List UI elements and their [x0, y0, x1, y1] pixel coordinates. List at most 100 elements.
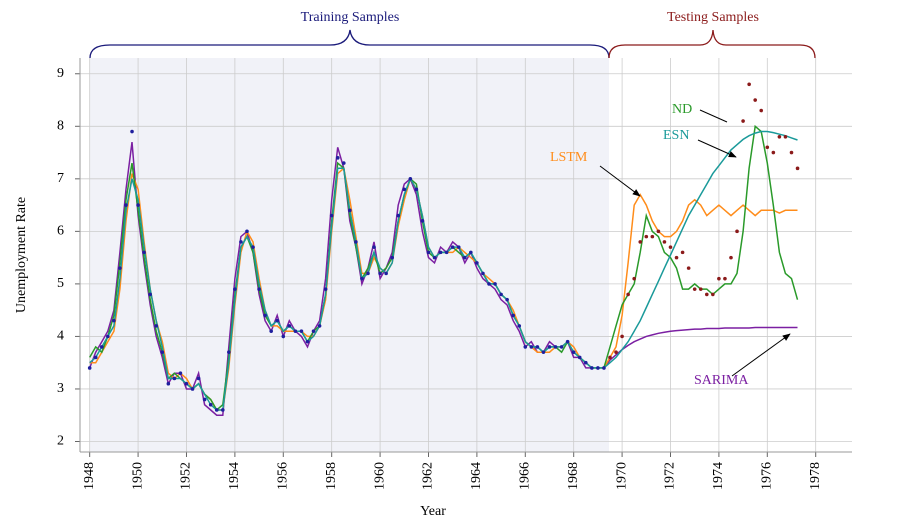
y-tick-label: 4 — [57, 329, 64, 344]
data-point — [444, 250, 449, 255]
y-tick-label: 5 — [57, 276, 64, 291]
data-point — [795, 166, 800, 171]
data-point — [711, 292, 715, 297]
data-point — [741, 119, 745, 123]
data-point — [202, 397, 207, 402]
data-point — [517, 324, 522, 328]
data-point — [565, 339, 570, 344]
y-axis-label: Unemployment Rate — [14, 197, 29, 313]
data-point — [735, 229, 739, 234]
data-point — [753, 98, 757, 102]
data-point — [323, 287, 328, 291]
data-point — [233, 287, 237, 291]
data-point — [99, 345, 104, 349]
data-point — [251, 245, 255, 249]
data-point — [771, 150, 776, 155]
data-point — [614, 350, 618, 354]
training-brace — [89, 29, 610, 59]
data-point — [190, 387, 195, 391]
data-point — [438, 250, 443, 255]
data-point — [487, 282, 491, 286]
data-point — [172, 376, 177, 381]
x-tick-label: 1954 — [227, 462, 242, 490]
y-tick-label: 7 — [57, 171, 64, 186]
data-point — [106, 334, 110, 339]
arrow — [599, 165, 641, 197]
data-point — [759, 108, 764, 113]
data-point — [354, 240, 358, 244]
data-point — [257, 287, 261, 291]
data-point — [396, 213, 401, 218]
data-point — [571, 350, 576, 354]
data-point — [208, 402, 213, 407]
y-tick-label: 2 — [57, 434, 64, 449]
data-point — [469, 250, 473, 255]
data-point — [747, 82, 751, 87]
x-tick-label: 1972 — [663, 462, 678, 490]
data-point — [493, 282, 497, 286]
data-point — [789, 150, 794, 155]
data-point — [783, 135, 788, 139]
data-point — [777, 135, 782, 139]
data-point — [420, 219, 425, 223]
data-point — [529, 345, 534, 349]
x-tick-label: 1978 — [808, 462, 823, 490]
data-point — [638, 240, 643, 244]
y-tick-label: 6 — [57, 224, 64, 239]
data-point — [535, 345, 540, 349]
data-point — [523, 345, 528, 349]
data-point — [93, 355, 98, 360]
data-point — [293, 329, 298, 333]
x-tick-label: 1976 — [760, 462, 775, 490]
data-point — [408, 177, 413, 181]
data-point — [317, 324, 322, 328]
data-point — [590, 366, 594, 370]
data-point — [704, 292, 709, 297]
data-point — [680, 250, 685, 255]
data-point — [384, 271, 388, 276]
data-point — [620, 334, 624, 339]
data-point — [577, 355, 582, 360]
data-point — [166, 381, 171, 386]
data-point — [311, 329, 316, 333]
data-point — [118, 266, 122, 270]
x-tick-label: 1952 — [179, 462, 194, 490]
data-point — [148, 292, 152, 297]
data-point — [505, 297, 509, 302]
x-tick-label: 1962 — [421, 462, 436, 490]
x-axis-label: Year — [420, 504, 446, 519]
data-point — [414, 187, 419, 192]
data-point — [154, 324, 159, 328]
data-point — [372, 245, 376, 249]
data-point — [287, 324, 292, 328]
data-point — [275, 318, 280, 323]
data-point — [281, 334, 286, 339]
x-tick-label: 1968 — [566, 462, 581, 490]
x-tick-label: 1956 — [276, 462, 291, 490]
data-point — [608, 355, 612, 360]
data-point — [723, 276, 727, 281]
data-point — [341, 161, 346, 165]
data-point — [432, 255, 437, 260]
data-point — [596, 366, 600, 370]
data-point — [632, 276, 636, 281]
data-point — [87, 366, 92, 370]
data-point — [348, 208, 352, 213]
data-point — [456, 245, 461, 249]
x-tick-label: 1958 — [324, 462, 339, 490]
data-point — [450, 245, 455, 249]
data-point — [626, 292, 630, 297]
data-point — [698, 287, 703, 291]
data-point — [475, 261, 479, 265]
data-point — [583, 360, 588, 365]
data-point — [499, 292, 503, 297]
x-tick-label: 1966 — [518, 462, 533, 490]
data-point — [269, 329, 273, 333]
series-label: ESN — [663, 128, 689, 143]
y-tick-label: 8 — [57, 119, 64, 134]
data-point — [245, 229, 249, 234]
annotation: Testing Samples — [667, 10, 759, 25]
data-point — [130, 129, 134, 134]
arrow — [697, 139, 737, 158]
data-point — [547, 345, 552, 349]
